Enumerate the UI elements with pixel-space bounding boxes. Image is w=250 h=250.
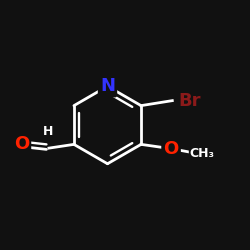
Text: CH₃: CH₃	[190, 146, 215, 160]
Text: O: O	[164, 140, 179, 158]
Text: H: H	[42, 125, 53, 138]
Text: Br: Br	[178, 92, 201, 110]
Text: O: O	[14, 136, 29, 153]
Text: N: N	[100, 77, 115, 95]
